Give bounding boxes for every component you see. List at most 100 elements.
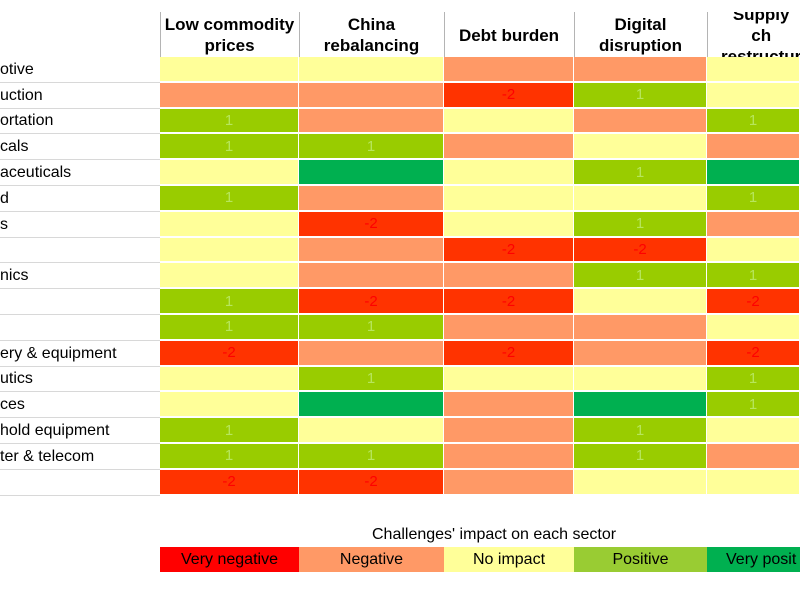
heatmap-cell: -2 bbox=[707, 289, 800, 315]
cell-value-label: -2 bbox=[364, 473, 378, 491]
column-header: Supply ch restructur bbox=[721, 12, 800, 58]
cell-value-label: 1 bbox=[366, 369, 376, 387]
heatmap-cell: 1 bbox=[299, 315, 444, 341]
cell-value-label: -2 bbox=[364, 215, 378, 233]
cell-value-label: -2 bbox=[222, 344, 236, 362]
heatmap-cell bbox=[707, 418, 800, 444]
row-divider bbox=[0, 107, 160, 109]
heatmap-cell bbox=[574, 57, 707, 83]
heatmap-cell: -2 bbox=[707, 340, 800, 367]
cell-value-label: -2 bbox=[633, 240, 647, 258]
row-divider bbox=[0, 81, 160, 83]
heatmap-cell: 1 bbox=[160, 186, 299, 212]
heatmap-cell bbox=[299, 186, 444, 212]
row-divider bbox=[0, 262, 160, 264]
heatmap-cell: -2 bbox=[444, 340, 574, 367]
heatmap-cell: -2 bbox=[160, 469, 299, 496]
heatmap-cell: 1 bbox=[160, 289, 299, 315]
legend-item: Positive bbox=[574, 547, 707, 572]
column-header-separator bbox=[574, 12, 575, 58]
cell-value-label: -2 bbox=[746, 344, 760, 362]
cell-value-label: -2 bbox=[746, 292, 760, 310]
row-label: hold equipment bbox=[0, 422, 110, 440]
heatmap-cell bbox=[160, 263, 299, 290]
row-divider bbox=[0, 314, 160, 315]
heatmap-cell bbox=[707, 57, 800, 83]
cell-value-label: 1 bbox=[224, 137, 234, 155]
cell-value-label: 1 bbox=[224, 189, 234, 207]
row-label: d bbox=[0, 189, 9, 207]
heatmap-cell: 1 bbox=[574, 418, 707, 444]
heatmap-cell bbox=[707, 82, 800, 109]
heatmap-cell: -2 bbox=[299, 211, 444, 238]
heatmap-cell bbox=[707, 211, 800, 238]
heatmap-cell bbox=[574, 134, 707, 161]
heatmap-cell: 1 bbox=[707, 392, 800, 419]
heatmap-cell bbox=[444, 315, 574, 341]
heatmap-cell bbox=[160, 211, 299, 238]
cell-value-label: 1 bbox=[748, 266, 758, 284]
cell-value-label: 1 bbox=[635, 266, 645, 284]
column-header-separator bbox=[444, 12, 445, 58]
cell-value-label: 1 bbox=[224, 292, 234, 310]
row-divider bbox=[0, 468, 160, 470]
row-divider bbox=[0, 236, 160, 238]
heatmap-cell: 1 bbox=[160, 108, 299, 135]
heatmap-cell bbox=[444, 160, 574, 186]
heatmap-cell: -2 bbox=[444, 289, 574, 315]
column-header: Low commodity prices bbox=[164, 15, 295, 55]
heatmap-cell bbox=[160, 237, 299, 264]
heatmap-cell bbox=[444, 418, 574, 444]
row-label: uction bbox=[0, 86, 43, 104]
heatmap-cell: -2 bbox=[299, 289, 444, 315]
heatmap-cell: -2 bbox=[574, 237, 707, 264]
heatmap-cell: 1 bbox=[574, 211, 707, 238]
heatmap-cell bbox=[444, 366, 574, 393]
row-label: s bbox=[0, 215, 8, 233]
row-divider bbox=[0, 159, 160, 161]
cell-value-label: 1 bbox=[635, 215, 645, 233]
row-divider bbox=[0, 210, 160, 212]
heatmap-cell: -2 bbox=[299, 469, 444, 496]
legend-item: Very negative bbox=[160, 547, 299, 572]
heatmap-cell: 1 bbox=[574, 82, 707, 109]
cell-value-label: 1 bbox=[635, 86, 645, 104]
heatmap-cell: -2 bbox=[444, 82, 574, 109]
heatmap-cell bbox=[707, 237, 800, 264]
row-label: nics bbox=[0, 267, 29, 285]
legend-item: Negative bbox=[299, 547, 444, 572]
heatmap-cell: 1 bbox=[707, 263, 800, 290]
cell-value-label: -2 bbox=[364, 292, 378, 310]
row-label: otive bbox=[0, 60, 34, 78]
row-divider bbox=[0, 365, 160, 367]
heatmap-cell bbox=[574, 340, 707, 367]
heatmap-cell bbox=[707, 160, 800, 186]
heatmap-cell bbox=[574, 108, 707, 135]
heatmap-cell: 1 bbox=[707, 108, 800, 135]
cell-value-label: 1 bbox=[748, 395, 758, 413]
cell-value-label: 1 bbox=[224, 111, 234, 129]
heatmap-cell bbox=[444, 469, 574, 496]
legend-item: Very posit bbox=[707, 547, 800, 572]
row-divider bbox=[0, 391, 160, 393]
heatmap-cell bbox=[444, 108, 574, 135]
heatmap-cell bbox=[299, 57, 444, 83]
column-header: China rebalancing bbox=[323, 15, 420, 55]
cell-value-label: 1 bbox=[748, 369, 758, 387]
heatmap-cell bbox=[574, 289, 707, 315]
cell-value-label: -2 bbox=[501, 240, 516, 258]
column-header: Digital disruption bbox=[598, 15, 683, 55]
cell-value-label: 1 bbox=[366, 447, 376, 465]
row-label: cals bbox=[0, 138, 29, 156]
column-header: Debt burden bbox=[458, 25, 560, 45]
heatmap-cell bbox=[574, 392, 707, 419]
heatmap-cell bbox=[160, 392, 299, 419]
cell-value-label: 1 bbox=[224, 318, 234, 336]
row-divider bbox=[0, 133, 160, 135]
heatmap-cell: 1 bbox=[299, 134, 444, 161]
heatmap-cell bbox=[574, 366, 707, 393]
heatmap-cell bbox=[707, 444, 800, 470]
heatmap-cell: 1 bbox=[707, 366, 800, 393]
heatmap-cell bbox=[574, 469, 707, 496]
heatmap-cell bbox=[299, 108, 444, 135]
